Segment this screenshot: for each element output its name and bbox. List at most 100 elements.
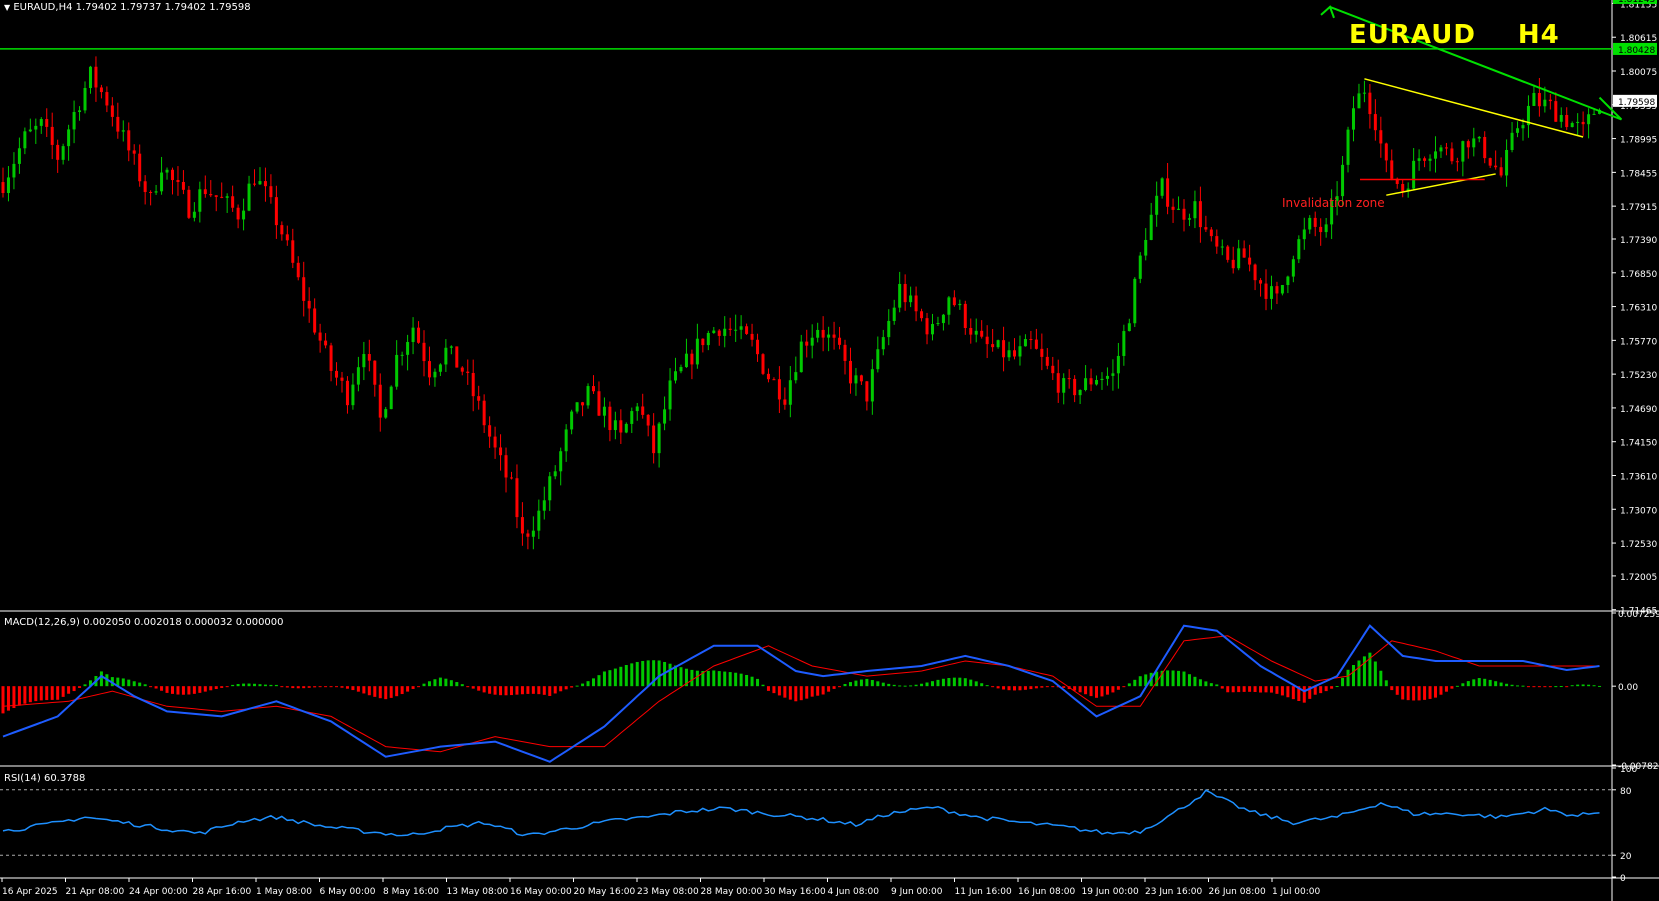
candle [165, 167, 169, 180]
macd-histogram-bar [1105, 686, 1109, 695]
macd-histogram-bar [296, 686, 300, 689]
candle [138, 144, 142, 187]
candle [734, 314, 738, 342]
candle [909, 286, 913, 308]
time-tick-label: 16 Apr 2025 [2, 887, 58, 897]
candle [6, 166, 10, 202]
candle-body [181, 181, 185, 190]
candle-body [838, 337, 842, 345]
candle-body [1521, 125, 1525, 129]
candle-body [302, 277, 306, 301]
projection-arrowhead [1320, 5, 1335, 19]
candle-body [1313, 217, 1317, 227]
macd-histogram-bar [1499, 682, 1503, 687]
candle [378, 373, 382, 432]
candle [203, 175, 207, 198]
candle-body [1116, 355, 1120, 374]
candle-body [362, 354, 366, 368]
candle-body [1532, 93, 1536, 106]
candle [1291, 255, 1295, 283]
candle [947, 295, 951, 325]
candle-body [1401, 183, 1405, 192]
macd-histogram-bar [280, 686, 284, 688]
macd-histogram-bar [947, 678, 951, 687]
candle-body [674, 371, 678, 381]
candle [630, 407, 634, 434]
candle [499, 434, 503, 471]
candle-body [1242, 248, 1246, 258]
candle-body [1455, 161, 1459, 163]
level-price-tag-label: 1.80428 [1618, 46, 1655, 56]
candle [78, 106, 82, 121]
macd-histogram-bar [1450, 686, 1454, 689]
candle-body [865, 381, 869, 402]
macd-histogram-bar [1390, 686, 1394, 691]
candle [619, 409, 623, 444]
candle-body [1264, 283, 1268, 299]
macd-histogram-bar [499, 686, 503, 696]
macd-histogram-bar [356, 686, 360, 692]
candle-body [969, 327, 973, 335]
time-tick-label: 9 Jun 00:00 [891, 887, 943, 897]
macd-histogram-bar [734, 672, 738, 687]
candle [903, 274, 907, 311]
macd-histogram-bar [285, 686, 289, 688]
candle [810, 324, 814, 359]
macd-histogram-bar [515, 686, 519, 695]
candle [488, 416, 492, 448]
candle-body [274, 197, 278, 226]
rsi-label: RSI(14) 60.3788 [4, 773, 86, 784]
price-tick-label: 1.73610 [1620, 472, 1657, 482]
macd-histogram-bar [1138, 676, 1142, 687]
macd-histogram-bar [50, 686, 54, 700]
macd-histogram-bar [963, 678, 967, 687]
candle-body [17, 148, 21, 164]
candle [684, 338, 688, 368]
macd-histogram-bar [493, 686, 497, 695]
current-price-tag-label: 1.79598 [1618, 98, 1655, 108]
macd-histogram-bar [247, 683, 251, 687]
macd-histogram-bar [1477, 678, 1481, 687]
candle [739, 315, 743, 340]
candle [652, 413, 656, 464]
candle [438, 363, 442, 377]
candle [1324, 218, 1328, 238]
candle-body [608, 406, 612, 431]
candle-body [1570, 123, 1574, 128]
candle-body [1198, 201, 1202, 228]
macd-histogram-bar [1204, 681, 1208, 687]
price-tick-label: 1.77915 [1620, 203, 1657, 213]
candle-body [88, 66, 92, 89]
candle [575, 402, 579, 414]
candle [870, 359, 874, 415]
candle [1461, 140, 1465, 177]
macd-histogram-bar [766, 686, 770, 691]
candle [28, 118, 32, 133]
candle [1510, 122, 1514, 153]
candle-body [1237, 248, 1241, 269]
candle-body [1177, 208, 1181, 210]
candle-body [756, 339, 760, 355]
candle [581, 401, 585, 417]
candle-body [504, 455, 508, 478]
candle [61, 143, 65, 165]
candle [324, 333, 328, 349]
macd-histogram-bar [1570, 685, 1574, 687]
candle-body [1319, 226, 1323, 233]
candle-body [690, 353, 694, 365]
rsi-tick-label: 80 [1620, 787, 1632, 797]
candle-body [985, 336, 989, 345]
candle [340, 371, 344, 393]
candle [1313, 211, 1317, 237]
candle [1187, 213, 1191, 227]
candle-body [1062, 378, 1066, 393]
candle [1444, 142, 1448, 156]
candle-body [526, 533, 530, 537]
candle [1084, 365, 1088, 392]
macd-histogram-bar [1111, 686, 1115, 693]
candle-body [1494, 165, 1498, 168]
candle [466, 359, 470, 385]
macd-histogram-bar [165, 686, 169, 693]
collapse-triangle-icon[interactable]: ▼ [4, 3, 11, 12]
macd-histogram-bar [1576, 684, 1580, 687]
